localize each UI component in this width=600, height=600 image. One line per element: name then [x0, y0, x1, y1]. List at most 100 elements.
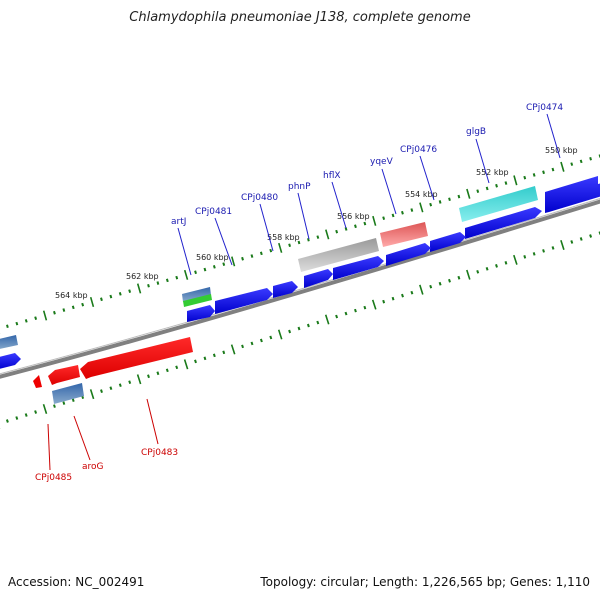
inner-ruler-major-tick — [513, 254, 518, 265]
gene-label-hflX[interactable]: hflX — [323, 171, 341, 181]
outer-ruler-minor-tick — [579, 159, 583, 164]
inner-ruler-minor-tick — [401, 293, 404, 298]
gene-label-yqeV[interactable]: yqeV — [370, 157, 394, 167]
inner-ruler-major-tick — [324, 314, 330, 325]
gene-label-phnP[interactable]: phnP — [288, 182, 311, 192]
outer-ruler-minor-tick — [485, 186, 489, 191]
inner-ruler-major-tick — [466, 269, 471, 280]
outer-ruler-minor-tick — [457, 194, 461, 199]
inner-ruler-minor-tick — [212, 353, 216, 358]
outer-ruler-minor-tick — [363, 221, 367, 226]
outer-ruler-minor-tick — [429, 202, 433, 207]
callout-line-glgB — [475, 138, 490, 184]
outer-ruler-minor-tick — [438, 200, 442, 204]
outer-ruler-major-tick — [42, 310, 48, 321]
outer-ruler-major-tick — [372, 215, 377, 226]
gene-label-CPj0485[interactable]: CPj0485 — [35, 473, 72, 483]
outer-ruler-minor-tick — [241, 256, 244, 261]
feature-steel-left[interactable] — [0, 335, 18, 350]
gene-label-CPj0483[interactable]: CPj0483 — [141, 448, 178, 458]
feature-lime[interactable] — [183, 294, 212, 307]
outer-ruler-minor-tick — [203, 267, 207, 272]
outer-ruler-minor-tick — [62, 308, 66, 312]
inner-ruler-minor-tick — [71, 398, 75, 402]
gene-label-CPj0480[interactable]: CPj0480 — [241, 193, 278, 203]
inner-ruler-major-tick — [419, 284, 424, 295]
outer-ruler-minor-tick — [316, 235, 320, 239]
inner-ruler-minor-tick — [485, 266, 489, 271]
inner-ruler-minor-tick — [579, 237, 583, 241]
inner-ruler-major-tick — [277, 329, 283, 340]
gene-forward[interactable] — [215, 288, 273, 314]
outer-ruler-minor-tick — [570, 162, 574, 166]
outer-ruler-minor-tick — [128, 289, 132, 293]
inner-ruler-minor-tick — [570, 240, 574, 244]
gene-label-glgB[interactable]: glgB — [466, 127, 486, 137]
inner-ruler-minor-tick — [5, 419, 9, 423]
outer-ruler-minor-tick — [53, 310, 56, 315]
outer-ruler-minor-tick — [495, 183, 498, 188]
outer-ruler-major-tick — [513, 175, 518, 186]
inner-ruler-minor-tick — [542, 249, 545, 253]
inner-ruler-minor-tick — [504, 261, 508, 265]
gene-label-CPj0474[interactable]: CPj0474 — [526, 103, 563, 113]
gene-label-CPj0476[interactable]: CPj0476 — [400, 145, 437, 155]
inner-ruler-minor-tick — [165, 368, 169, 373]
gene-label-aroG[interactable]: aroG — [82, 462, 104, 472]
gene-forward[interactable] — [304, 269, 333, 288]
callout-line-CPj0480 — [259, 203, 274, 252]
ruler-inner — [0, 231, 600, 429]
gene-reverse[interactable] — [33, 375, 42, 388]
callout-line-CPj0483 — [146, 398, 159, 445]
outer-ruler-minor-tick — [551, 167, 555, 172]
inner-ruler-minor-tick — [306, 323, 310, 328]
inner-ruler-minor-tick — [297, 326, 301, 331]
feature-salmon[interactable] — [380, 222, 428, 247]
feature-steel-reverse[interactable] — [52, 383, 84, 404]
feature-teal[interactable] — [459, 186, 538, 222]
gene-forward[interactable] — [465, 207, 542, 239]
inner-ruler-minor-tick — [316, 320, 320, 325]
callout-line-CPj0474 — [546, 113, 561, 159]
gene-forward[interactable] — [430, 232, 466, 252]
inner-ruler-minor-tick — [532, 252, 536, 256]
gene-forward[interactable] — [273, 281, 298, 298]
inner-ruler-major-tick — [42, 404, 48, 415]
outer-ruler-minor-tick — [382, 216, 386, 220]
outer-ruler-major-tick — [325, 229, 330, 240]
inner-ruler-minor-tick — [259, 338, 263, 343]
genome-backbone — [0, 199, 600, 379]
inner-ruler-minor-tick — [269, 335, 273, 340]
gene-label-artJ[interactable]: artJ — [171, 217, 186, 227]
outer-ruler-major-tick — [560, 161, 565, 172]
outer-ruler-minor-tick — [34, 316, 38, 320]
feature-steel[interactable] — [182, 287, 211, 302]
feature-gray[interactable] — [298, 238, 379, 272]
outer-ruler-minor-tick — [6, 324, 9, 329]
inner-ruler-minor-tick — [589, 234, 593, 238]
gene-forward[interactable] — [545, 176, 600, 213]
outer-ruler-minor-tick — [165, 278, 169, 283]
callout-line-phnP — [297, 192, 310, 240]
gene-forward[interactable] — [187, 305, 215, 322]
accession-text: Accession: NC_002491 — [8, 575, 145, 589]
outer-ruler-minor-tick — [212, 265, 216, 269]
inner-ruler-major-tick — [89, 389, 95, 400]
gene-forward[interactable] — [0, 353, 21, 370]
inner-ruler-minor-tick — [457, 275, 461, 280]
gene-label-CPj0481[interactable]: CPj0481 — [195, 207, 232, 217]
inner-ruler-minor-tick — [382, 299, 386, 304]
callout-line-CPj0481 — [214, 217, 233, 266]
gene-forward[interactable] — [386, 243, 431, 266]
gene-reverse[interactable] — [80, 337, 193, 379]
gene-forward[interactable] — [333, 256, 384, 280]
inner-ruler-minor-tick — [62, 401, 66, 405]
outer-ruler-minor-tick — [15, 321, 19, 326]
ruler-outer — [0, 154, 600, 334]
outer-ruler-minor-tick — [147, 283, 150, 288]
outer-ruler-minor-tick — [222, 262, 226, 266]
inner-ruler-minor-tick — [194, 359, 197, 364]
inner-ruler-minor-tick — [438, 281, 442, 286]
gene-reverse[interactable] — [48, 365, 80, 385]
outer-ruler-minor-tick — [354, 224, 357, 229]
